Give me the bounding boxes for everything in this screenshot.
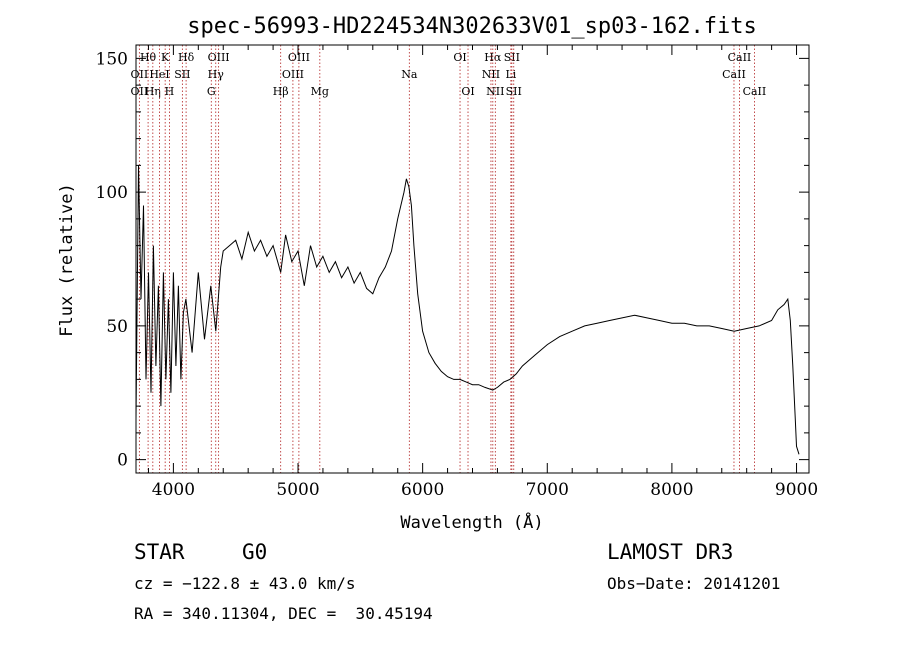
spectral-line-label: OII <box>131 68 149 81</box>
spectral-line-label: K <box>161 51 170 64</box>
spectral-line-label: NII <box>482 68 500 81</box>
spectral-line-label: Li <box>505 68 516 81</box>
observation-date: Obs−Date: 20141201 <box>607 574 781 593</box>
y-tick-label: 150 <box>96 49 128 69</box>
object-class: STAR <box>134 540 185 564</box>
y-axis-label: Flux (relative) <box>57 183 77 337</box>
chart-title: spec-56993-HD224534N302633V01_sp03-162.f… <box>187 14 757 39</box>
x-tick-label: 9000 <box>775 480 818 500</box>
spectral-line-label: HeI <box>149 68 169 81</box>
spectral-line-label: NII <box>486 85 504 98</box>
y-tick-label: 50 <box>106 317 128 337</box>
spectral-line-label: OI <box>453 51 466 64</box>
object-subclass: G0 <box>242 540 268 564</box>
spectral-line-label: SII <box>174 68 190 81</box>
y-tick-label: 100 <box>96 183 128 203</box>
spectral-line-label: CaII <box>722 68 746 81</box>
plot-frame <box>135 44 810 474</box>
spectral-line-label: SII <box>506 85 522 98</box>
x-tick-label: 7000 <box>526 480 569 500</box>
y-tick-label: 0 <box>117 451 128 471</box>
spectral-line-label: SII <box>504 51 520 64</box>
redshift-readout: cz = −122.8 ± 43.0 km/s <box>134 574 356 593</box>
spectral-line-label: Hγ <box>208 68 225 81</box>
x-tick-label: 4000 <box>152 480 195 500</box>
spectral-line-label: Hδ <box>178 51 195 64</box>
spectral-line-label: OIII <box>282 68 304 81</box>
axis-ticks: 4000 5000 6000 7000 8000 9000 0 50 100 150 <box>96 45 818 500</box>
spectral-line-label: OI <box>461 85 474 98</box>
spectral-line-label: OIII <box>288 51 310 64</box>
spectral-line-label: CaII <box>743 85 767 98</box>
spectrum-series-line <box>135 165 800 455</box>
x-tick-label: 5000 <box>276 480 319 500</box>
spectral-line-label: G <box>207 85 216 98</box>
spectral-line-label: Hα <box>484 51 502 64</box>
spectral-line-label: Hβ <box>273 85 289 98</box>
spectral-line-label: OII <box>131 85 149 98</box>
x-tick-label: 6000 <box>401 480 444 500</box>
survey-name: LAMOST DR3 <box>607 540 734 564</box>
x-axis-label: Wavelength (Å) <box>400 511 543 533</box>
spectral-line-label: CaII <box>728 51 752 64</box>
x-tick-label: 8000 <box>650 480 693 500</box>
spectral-line-label: OIII <box>208 51 230 64</box>
spectral-line-label: Mg <box>311 85 329 98</box>
spectral-line-label: H <box>165 85 175 98</box>
spectral-line-label: Na <box>401 68 418 81</box>
spectral-line-label: Hθ <box>140 51 157 64</box>
coordinates-readout: RA = 340.11304, DEC = 30.45194 <box>134 604 433 623</box>
spectral-line-label: Hη <box>145 85 161 98</box>
